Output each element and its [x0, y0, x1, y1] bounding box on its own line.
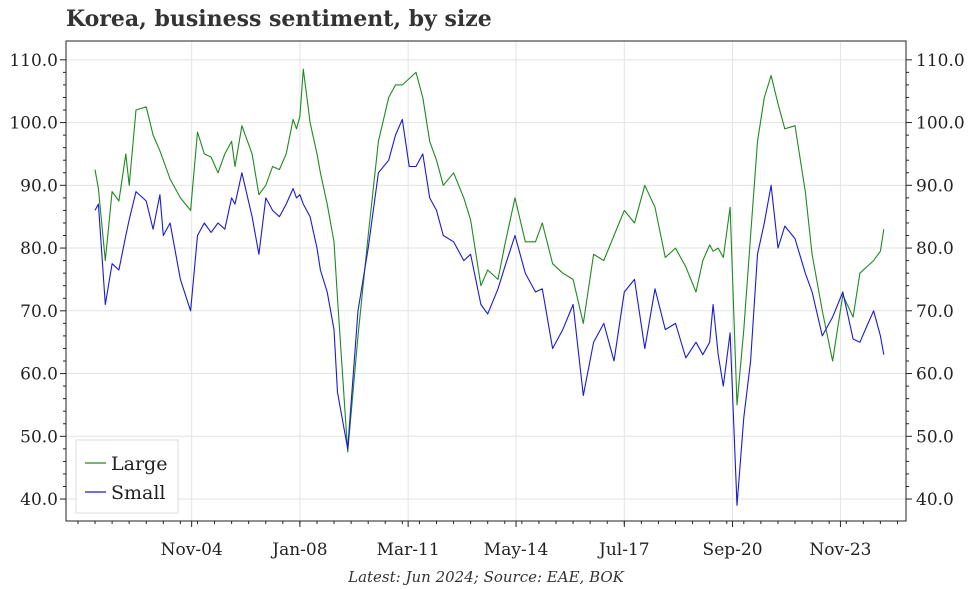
plot-frame [65, 40, 907, 522]
y-axis-left: 40.0 50.0 60.0 70.0 80.0 90.0 100.0 110.0 [9, 51, 66, 510]
chart-caption: Latest: Jun 2024; Source: EAE, BOK [347, 568, 625, 586]
y-tick-label-right: 90.0 [916, 176, 954, 196]
y-tick-label-right: 80.0 [916, 239, 954, 259]
y-axis-right: 40.0 50.0 60.0 70.0 80.0 90.0 100.0 110.0 [906, 51, 965, 510]
x-tick-label: Mar-11 [377, 540, 440, 560]
x-tick-label: Nov-23 [809, 540, 871, 560]
chart-title: Korea, business sentiment, by size [66, 6, 492, 32]
legend-box [75, 439, 179, 514]
x-axis: Nov-04 Jan-08 Mar-11 May-14 Jul-17 Sep-20 Nov-… [77, 521, 898, 560]
y-tick-label-right: 40.0 [916, 490, 954, 510]
y-tick-label-left: 110.0 [9, 51, 58, 71]
series-layer [94, 68, 885, 506]
y-tick-label-left: 70.0 [20, 302, 58, 322]
x-tick-label: Jul-17 [597, 540, 650, 560]
y-tick-label-left: 100.0 [9, 114, 58, 134]
y-tick-label-right: 110.0 [916, 51, 965, 71]
legend-label-small: Small [111, 482, 166, 504]
series-line-small [94, 118, 885, 506]
y-tick-label-left: 80.0 [20, 239, 58, 259]
x-tick-label: Nov-04 [161, 540, 223, 560]
x-tick-label: May-14 [484, 540, 549, 560]
y-tick-label-left: 50.0 [20, 427, 58, 447]
y-tick-label-left: 90.0 [20, 176, 58, 196]
y-tick-label-right: 100.0 [916, 114, 965, 134]
x-tick-label: Jan-08 [270, 540, 327, 560]
legend-label-large: Large [111, 453, 167, 475]
x-tick-label: Sep-20 [703, 540, 763, 560]
grid [66, 41, 906, 521]
y-tick-label-left: 60.0 [20, 365, 58, 385]
legend: Large Small [75, 439, 179, 514]
y-tick-label-left: 40.0 [20, 490, 58, 510]
y-tick-label-right: 70.0 [916, 302, 954, 322]
series-line-large [94, 68, 885, 453]
y-tick-label-right: 50.0 [916, 427, 954, 447]
y-tick-label-right: 60.0 [916, 365, 954, 385]
